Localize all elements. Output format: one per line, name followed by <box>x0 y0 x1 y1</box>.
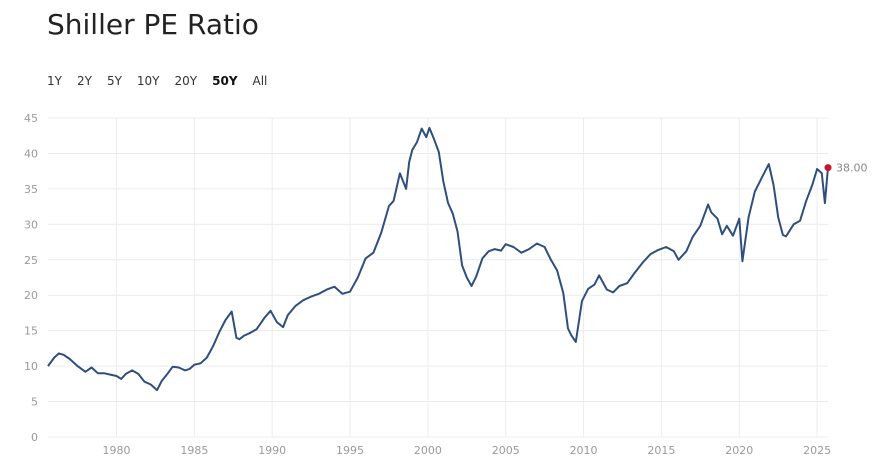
y-tick-label: 20 <box>24 289 38 302</box>
y-tick-label: 35 <box>24 183 38 196</box>
range-20y-button[interactable]: 20Y <box>174 74 198 88</box>
x-tick-label: 1990 <box>258 444 286 457</box>
series-line <box>47 126 829 392</box>
y-tick-label: 40 <box>24 147 38 160</box>
x-tick-label: 2000 <box>414 444 442 457</box>
range-5y-button[interactable]: 5Y <box>106 74 122 88</box>
last-value-label: 38.00 <box>836 162 868 175</box>
x-tick-label: 1980 <box>103 444 131 457</box>
y-tick-label: 15 <box>24 325 38 338</box>
y-tick-label: 45 <box>24 112 38 125</box>
range-50y-button[interactable]: 50Y <box>212 74 238 88</box>
y-tick-label: 30 <box>24 218 38 231</box>
x-tick-label: 2005 <box>492 444 520 457</box>
y-tick-label: 10 <box>24 360 38 373</box>
range-10y-button[interactable]: 10Y <box>136 74 160 88</box>
x-tick-label: 2015 <box>647 444 675 457</box>
x-tick-label: 1995 <box>336 444 364 457</box>
range-all-button[interactable]: All <box>252 74 268 88</box>
y-tick-label: 5 <box>31 396 38 409</box>
last-value-marker[interactable] <box>824 164 832 172</box>
page-title: Shiller PE Ratio <box>47 8 259 41</box>
x-tick-label: 2020 <box>725 444 753 457</box>
y-tick-label: 25 <box>24 254 38 267</box>
grid-lines <box>48 117 828 438</box>
range-2y-button[interactable]: 2Y <box>76 74 92 88</box>
x-tick-label: 2010 <box>570 444 598 457</box>
range-1y-button[interactable]: 1Y <box>47 74 62 88</box>
y-axis: 0 5 10 15 20 25 30 35 40 45 <box>24 112 38 444</box>
x-tick-label: 1985 <box>180 444 208 457</box>
y-tick-label: 0 <box>31 431 38 444</box>
x-axis: 1980 1985 1990 1995 2000 2005 2010 2015 2020 2025 <box>103 444 832 457</box>
x-tick-label: 2025 <box>803 444 831 457</box>
range-selector: 1Y 2Y 5Y 10Y 20Y 50Y All <box>47 74 282 88</box>
